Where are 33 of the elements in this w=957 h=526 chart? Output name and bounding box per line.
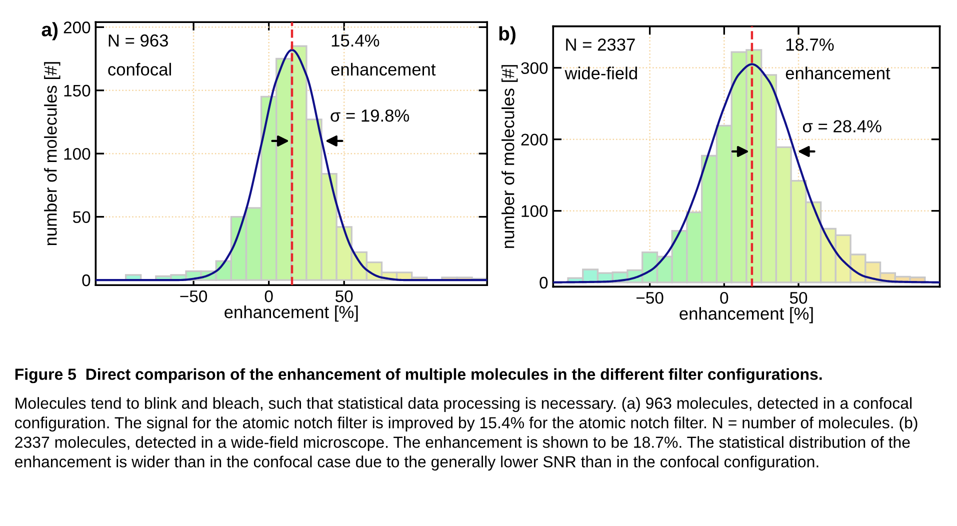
- annotation: confocal: [108, 62, 171, 76]
- x-tick-label: −50: [180, 290, 208, 302]
- y-tick-label: 100: [522, 205, 548, 218]
- annotation: wide-field: [564, 66, 637, 80]
- annotation: N = 963: [108, 34, 168, 47]
- y-tick-label: 300: [521, 62, 548, 74]
- y-tick-label: 200: [521, 134, 548, 146]
- y-tick-label: 0: [82, 274, 90, 286]
- annotation: enhancement: [786, 66, 890, 80]
- y-tick-label: 50: [72, 211, 90, 224]
- annotation: 18.7%: [786, 38, 834, 51]
- y-tick-label: 0: [540, 276, 548, 289]
- x-tick-label: 50: [335, 290, 353, 302]
- x-axis-title: enhancement [%]: [224, 305, 358, 322]
- chart-title: a): [42, 22, 58, 40]
- y-tick-label: 150: [64, 84, 90, 97]
- annotation: N = 2337: [566, 38, 635, 51]
- y-axis-title: number of molecules [#]: [44, 62, 60, 246]
- x-tick-label: 0: [720, 292, 728, 304]
- chart-title: b): [499, 26, 516, 44]
- text: Molecules tend to blink and bleach, such that statistical data processing is necessary. (a) 963 molecules, detected in a confocal configuration. The signal for the atomic notch filter is improved by 15.4% for the atomic notch filter. N = number of molecules. (b) 2337 molecules, detected in a wide-field microscope. The enhancement is shown to be 18.7%. The statistical distribution of the enhancement is wider than in the confocal case due to the generally lower SNR than in the confocal configuration.: [15, 397, 918, 471]
- annotation: 15.4%: [332, 34, 380, 47]
- caption: Figure 5 Direct comparison of the enhancement of multiple molecules in the different filter configurations.: [15, 368, 822, 384]
- annotation: σ = 19.8%: [330, 109, 410, 122]
- annotation: σ = 28.4%: [802, 120, 882, 132]
- y-axis-title: number of molecules [#]: [502, 65, 518, 248]
- annotation: enhancement: [331, 62, 436, 76]
- x-tick-label: −50: [636, 292, 664, 304]
- x-tick-label: 50: [790, 292, 808, 304]
- y-tick-label: 200: [64, 22, 90, 34]
- y-tick-label: 100: [64, 148, 90, 160]
- x-tick-label: 0: [264, 290, 273, 302]
- x-axis-title: enhancement [%]: [680, 307, 813, 324]
